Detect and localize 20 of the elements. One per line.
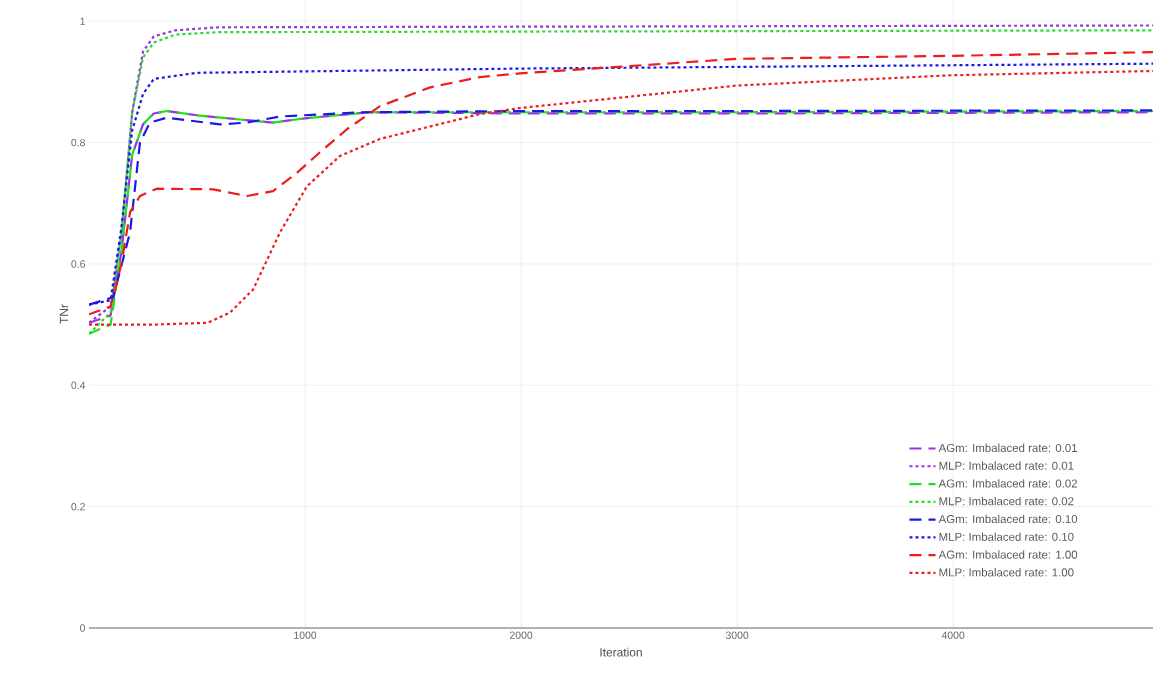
y-axis-title: TNr: [59, 304, 69, 324]
x-tick-label: 4000: [941, 631, 965, 639]
legend-label: AGm: Imbalaced rate: 0.10: [938, 514, 1078, 524]
y-tick-label: 0.6: [71, 260, 86, 268]
legend-label: MLP: Imbalaced rate: 0.02: [939, 496, 1074, 506]
y-tick-label: 0.2: [71, 502, 85, 511]
y-tick-label: 0.8: [71, 138, 86, 147]
y-tick-label: 0.4: [71, 381, 86, 389]
legend-label: MLP: Imbalaced rate: 0.01: [939, 461, 1074, 470]
x-tick-label: 2000: [509, 631, 533, 639]
y-tick-label: 0: [80, 624, 86, 632]
legend-label: AGm: Imbalaced rate: 1.00: [938, 550, 1078, 559]
x-tick-label: 3000: [725, 631, 749, 639]
legend-label: AGm: Imbalaced rate: 0.01: [938, 443, 1078, 452]
x-axis-title: Iteration: [600, 647, 642, 657]
legend-label: MLP: Imbalaced rate: 1.00: [939, 568, 1074, 577]
legend-label: AGm: Imbalaced rate: 0.02: [938, 479, 1078, 488]
x-tick-label: 1000: [294, 631, 317, 639]
y-tick-label: 1: [80, 17, 85, 25]
legend-label: MLP: Imbalaced rate: 0.10: [939, 532, 1074, 541]
